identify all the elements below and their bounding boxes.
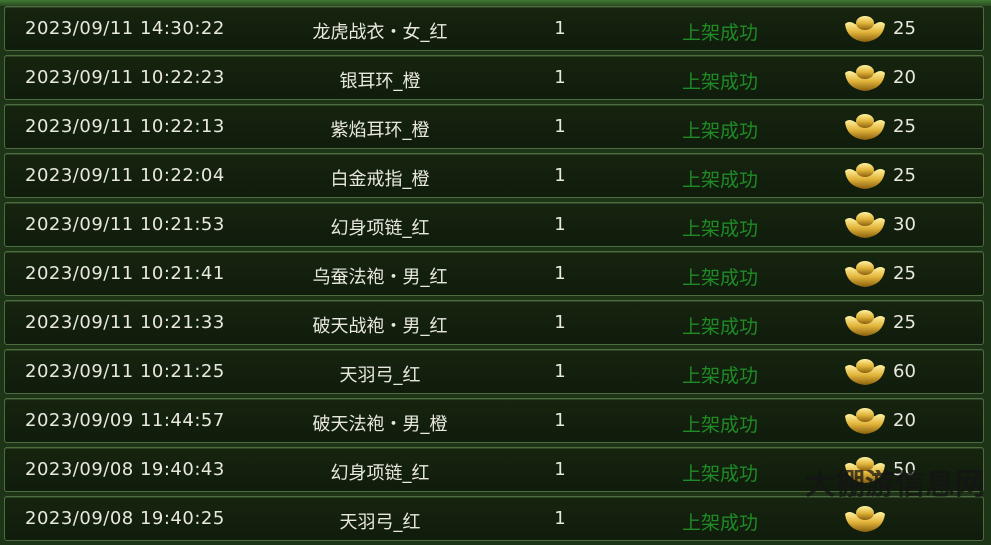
gold-ingot-icon xyxy=(843,210,887,240)
quantity: 1 xyxy=(554,67,566,88)
item-name: 破天法袍・男_橙 xyxy=(312,414,448,435)
item-name: 紫焰耳环_橙 xyxy=(330,120,430,141)
status-label: 上架成功 xyxy=(681,120,758,142)
listing-time: 2023/09/11 10:22:23 xyxy=(25,67,225,88)
quantity: 1 xyxy=(554,18,566,39)
price: 20 xyxy=(893,410,916,431)
gold-ingot-icon xyxy=(843,112,887,142)
quantity: 1 xyxy=(554,165,566,186)
gold-ingot-icon xyxy=(843,406,887,436)
listing-time: 2023/09/11 10:21:41 xyxy=(25,263,225,284)
listing-time: 2023/09/11 10:22:13 xyxy=(25,116,225,137)
status-label: 上架成功 xyxy=(681,267,758,289)
item-name: 破天战袍・男_红 xyxy=(312,316,448,337)
quantity: 1 xyxy=(554,459,566,480)
gold-ingot-icon xyxy=(843,161,887,191)
listing-time: 2023/09/11 14:30:22 xyxy=(25,18,225,39)
gold-ingot-icon xyxy=(843,455,887,485)
status-label: 上架成功 xyxy=(681,463,758,485)
table-row[interactable]: 2023/09/11 14:30:22 龙虎战衣・女_红 1 上架成功 25 xyxy=(4,6,984,51)
status-label: 上架成功 xyxy=(681,218,758,240)
price: 20 xyxy=(893,67,916,88)
table-row[interactable]: 2023/09/11 10:21:25 天羽弓_红 1 上架成功 60 xyxy=(4,349,984,394)
quantity: 1 xyxy=(554,116,566,137)
price: 25 xyxy=(893,116,916,137)
table-row[interactable]: 2023/09/11 10:21:41 乌蚕法袍・男_红 1 上架成功 25 xyxy=(4,251,984,296)
item-name: 银耳环_橙 xyxy=(339,71,421,92)
item-name: 幻身项链_红 xyxy=(330,463,430,484)
status-label: 上架成功 xyxy=(681,414,758,436)
item-name: 天羽弓_红 xyxy=(339,365,421,386)
item-name: 龙虎战衣・女_红 xyxy=(312,22,448,43)
gold-ingot-icon xyxy=(843,259,887,289)
listing-time: 2023/09/11 10:21:53 xyxy=(25,214,225,235)
table-row[interactable]: 2023/09/08 19:40:43 幻身项链_红 1 上架成功 50 xyxy=(4,447,984,492)
item-name: 幻身项链_红 xyxy=(330,218,430,239)
watermark: 大棚游信息网 xyxy=(805,470,985,500)
top-bar xyxy=(0,0,991,6)
quantity: 1 xyxy=(554,263,566,284)
status-label: 上架成功 xyxy=(681,512,758,534)
quantity: 1 xyxy=(554,214,566,235)
price: 25 xyxy=(893,312,916,333)
item-name: 白金戒指_橙 xyxy=(330,169,430,190)
price: 25 xyxy=(893,263,916,284)
gold-ingot-icon xyxy=(843,14,887,44)
table-row[interactable]: 2023/09/11 10:22:04 白金戒指_橙 1 上架成功 25 xyxy=(4,153,984,198)
listing-time: 2023/09/08 19:40:43 xyxy=(25,459,225,480)
listing-time: 2023/09/08 19:40:25 xyxy=(25,508,225,529)
quantity: 1 xyxy=(554,410,566,431)
quantity: 1 xyxy=(554,508,566,529)
listing-records: 2023/09/11 14:30:22 龙虎战衣・女_红 1 上架成功 25 20… xyxy=(4,6,984,545)
status-label: 上架成功 xyxy=(681,365,758,387)
gold-ingot-icon xyxy=(843,308,887,338)
price: 30 xyxy=(893,214,916,235)
listing-time: 2023/09/09 11:44:57 xyxy=(25,410,225,431)
price: 60 xyxy=(893,361,916,382)
quantity: 1 xyxy=(554,312,566,333)
listing-time: 2023/09/11 10:21:33 xyxy=(25,312,225,333)
table-row[interactable]: 2023/09/11 10:22:13 紫焰耳环_橙 1 上架成功 25 xyxy=(4,104,984,149)
table-row[interactable]: 2023/09/09 11:44:57 破天法袍・男_橙 1 上架成功 20 xyxy=(4,398,984,443)
table-row[interactable]: 2023/09/11 10:21:53 幻身项链_红 1 上架成功 30 xyxy=(4,202,984,247)
status-label: 上架成功 xyxy=(681,22,758,44)
table-row[interactable]: 2023/09/08 19:40:25 天羽弓_红 1 上架成功 xyxy=(4,496,984,541)
item-name: 乌蚕法袍・男_红 xyxy=(312,267,448,288)
quantity: 1 xyxy=(554,361,566,382)
gold-ingot-icon xyxy=(843,357,887,387)
price: 25 xyxy=(893,18,916,39)
status-label: 上架成功 xyxy=(681,316,758,338)
listing-time: 2023/09/11 10:22:04 xyxy=(25,165,225,186)
item-name: 天羽弓_红 xyxy=(339,512,421,533)
price: 50 xyxy=(893,459,916,480)
table-row[interactable]: 2023/09/11 10:21:33 破天战袍・男_红 1 上架成功 25 xyxy=(4,300,984,345)
gold-ingot-icon xyxy=(843,63,887,93)
gold-ingot-icon xyxy=(843,504,887,534)
listing-time: 2023/09/11 10:21:25 xyxy=(25,361,225,382)
status-label: 上架成功 xyxy=(681,169,758,191)
status-label: 上架成功 xyxy=(681,71,758,93)
table-row[interactable]: 2023/09/11 10:22:23 银耳环_橙 1 上架成功 20 xyxy=(4,55,984,100)
price: 25 xyxy=(893,165,916,186)
